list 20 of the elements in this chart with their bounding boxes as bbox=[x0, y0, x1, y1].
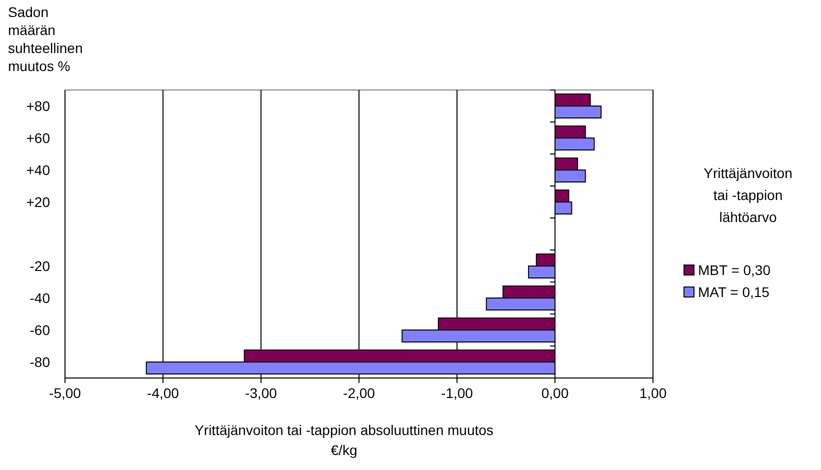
x-tick-label: 1,00 bbox=[639, 385, 667, 401]
legend-label: MAT = 0,15 bbox=[698, 284, 770, 300]
x-tick-label: -5,00 bbox=[49, 385, 82, 401]
y-tick-label: +80 bbox=[26, 98, 50, 114]
x-axis-title: Yrittäjänvoiton tai -tappion absoluuttinen muutos €/kg bbox=[194, 422, 494, 458]
y-tick-label: -60 bbox=[30, 322, 50, 338]
x-tick-label: -4,00 bbox=[147, 385, 180, 401]
x-tick-label: -1,00 bbox=[441, 385, 474, 401]
x-tick-label: -3,00 bbox=[245, 385, 278, 401]
y-tick-label: +60 bbox=[26, 130, 50, 146]
x-tick-label: -2,00 bbox=[343, 385, 376, 401]
y-tick-label: -40 bbox=[30, 290, 50, 306]
y-tick-label: -20 bbox=[30, 258, 50, 274]
y-tick-label: -80 bbox=[30, 354, 50, 370]
legend-label: MBT = 0,30 bbox=[698, 262, 771, 278]
y-tick-label: +40 bbox=[26, 162, 50, 178]
y-tick-label: +20 bbox=[26, 194, 50, 210]
legend-title: Yrittäjänvoiton tai -tappion lähtöarvo bbox=[704, 165, 792, 225]
x-tick-label: 0,00 bbox=[541, 385, 569, 401]
y-axis-title: Sadon määrän suhteellinen muutos % bbox=[8, 4, 83, 74]
